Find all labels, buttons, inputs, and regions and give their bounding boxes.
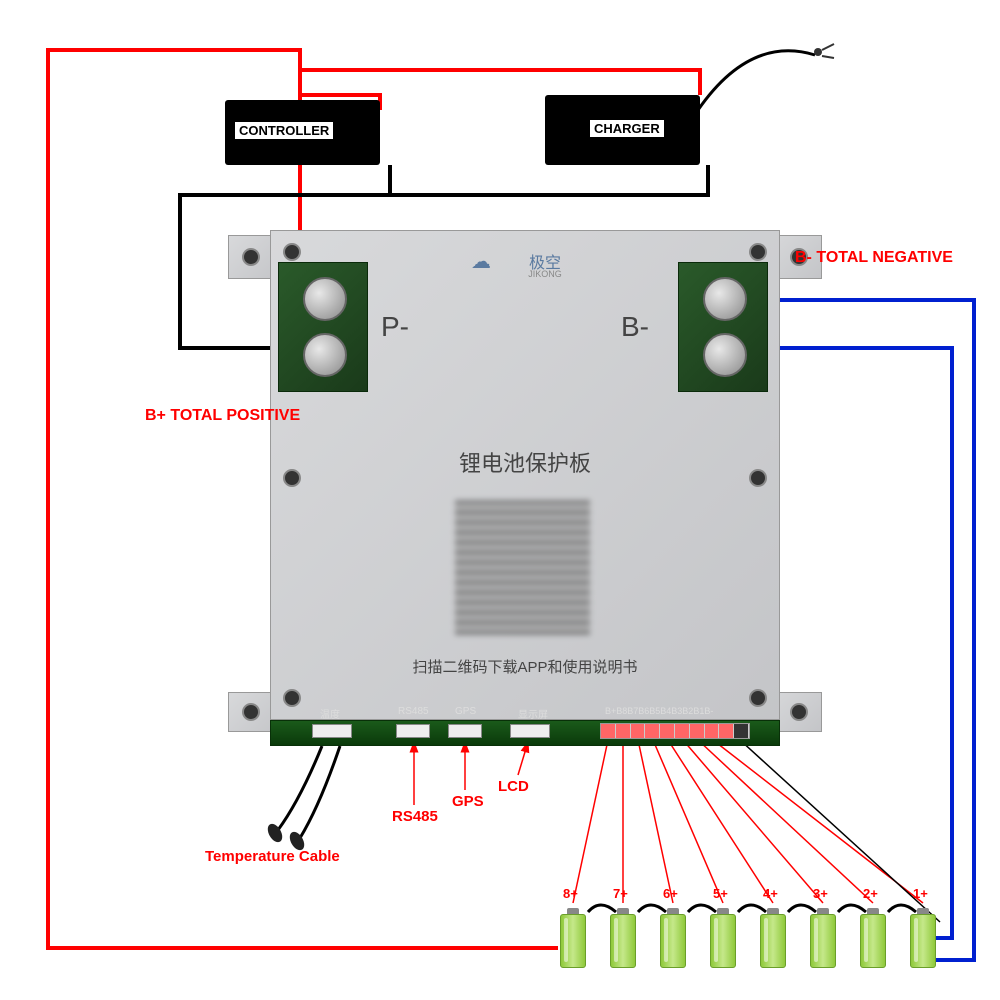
battery-label-3: 3+ — [813, 886, 828, 901]
battery-cell — [710, 908, 736, 968]
battery-cell — [860, 908, 886, 968]
battery-cell — [810, 908, 836, 968]
controller-box: CONTROLLER — [225, 100, 380, 165]
ear-hole — [790, 703, 808, 721]
board-title: 锂电池保护板 — [271, 446, 779, 478]
label-b-plus: B+ TOTAL POSITIVE — [145, 407, 300, 425]
battery-cell — [610, 908, 636, 968]
temp-cable-2 — [300, 746, 340, 838]
pcb-label-temp: 温度 — [320, 706, 340, 721]
pcb-label-lcd: 显示屏 — [518, 706, 548, 721]
battery-cell — [560, 908, 586, 968]
qr-code — [455, 500, 590, 635]
battery-label-1: 1+ — [913, 886, 928, 901]
battery-label-4: 4+ — [763, 886, 778, 901]
controller-label: CONTROLLER — [235, 122, 333, 139]
gps-connector — [448, 724, 482, 738]
charger-label: CHARGER — [590, 120, 664, 137]
battery-label-6: 6+ — [663, 886, 678, 901]
balance-wires — [573, 740, 923, 903]
charger-plug-cable — [698, 51, 815, 110]
p-minus-terminal — [278, 262, 368, 392]
board-scan-text: 扫描二维码下载APP和使用说明书 — [271, 656, 779, 677]
charger-box: CHARGER — [545, 95, 700, 165]
battery-label-7: 7+ — [613, 886, 628, 901]
label-lcd: LCD — [498, 778, 529, 795]
pcb-label-gps: GPS — [455, 706, 476, 717]
label-b-minus: B- TOTAL NEGATIVE — [795, 249, 953, 267]
rs485-connector — [396, 724, 430, 738]
battery-cell — [660, 908, 686, 968]
battery-label-5: 5+ — [713, 886, 728, 901]
battery-cell — [910, 908, 936, 968]
b-minus-label: B- — [381, 311, 889, 343]
battery-label-2: 2+ — [863, 886, 878, 901]
lcd-arrow — [518, 742, 528, 775]
lcd-connector — [510, 724, 550, 738]
balance-connector — [600, 723, 750, 739]
temp-connector — [312, 724, 352, 738]
ear-hole — [242, 248, 260, 266]
temp-cable-1 — [278, 746, 322, 830]
battery-cell — [760, 908, 786, 968]
wire-p-minus-charger — [390, 165, 708, 195]
wiring-diagram: CONTROLLER CHARGER ☁ 极空 JIKONG P- B- 锂电池… — [0, 0, 1000, 1000]
pcb-label-rs485: RS485 — [398, 706, 429, 717]
label-rs485: RS485 — [392, 808, 438, 825]
ear-hole — [242, 703, 260, 721]
wire-charger-pos — [300, 70, 700, 95]
pcb-label-balance: B+B8B7B6B5B4B3B2B1B- — [605, 706, 713, 716]
battery-label-8: 8+ — [563, 886, 578, 901]
b-minus-terminal — [678, 262, 768, 392]
label-temp: Temperature Cable — [205, 848, 340, 865]
label-gps: GPS — [452, 793, 484, 810]
